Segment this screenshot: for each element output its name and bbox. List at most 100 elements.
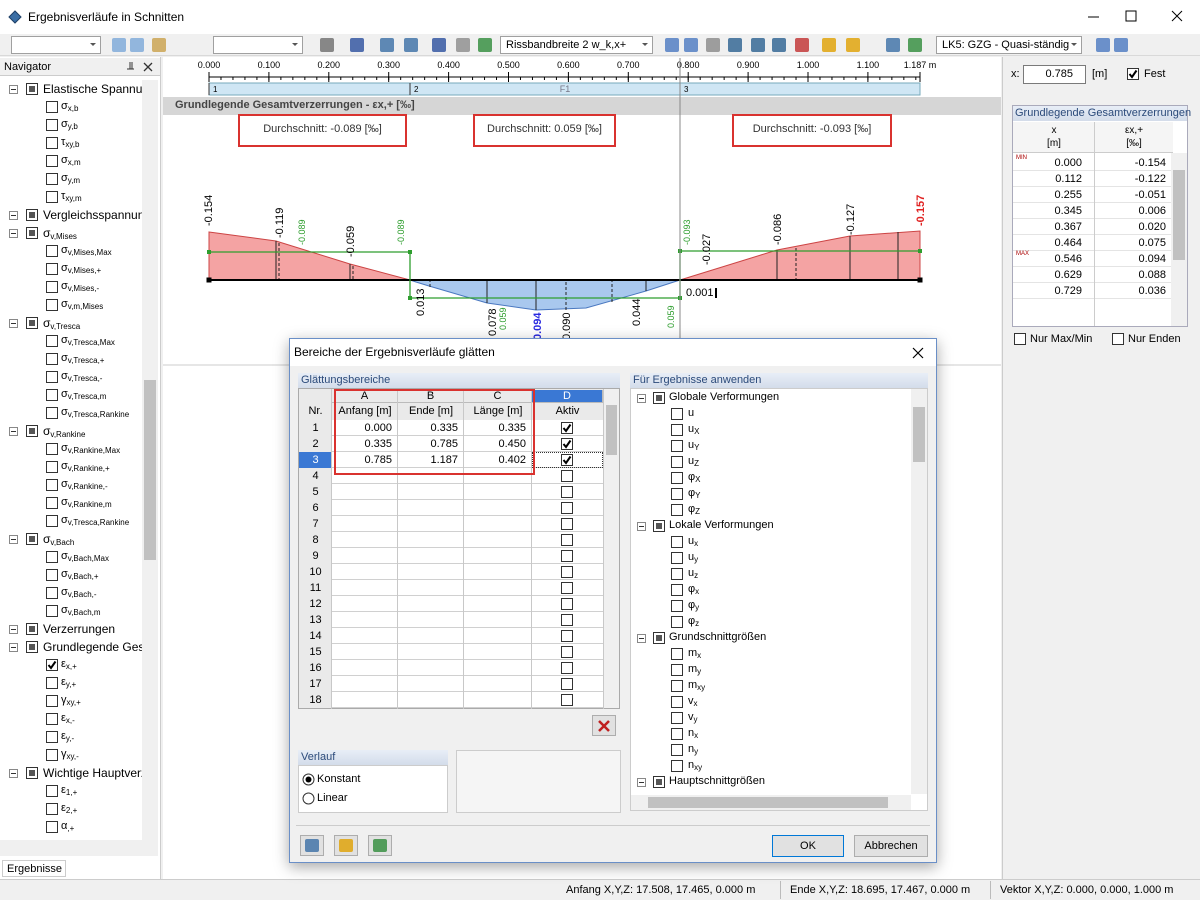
cell[interactable]: 0.785 xyxy=(430,438,458,450)
subscript: v,Rankine,+ xyxy=(67,464,110,473)
checkbox[interactable] xyxy=(46,569,58,581)
checkbox[interactable] xyxy=(671,424,683,436)
checkbox[interactable] xyxy=(46,281,58,293)
checkbox[interactable] xyxy=(46,173,58,185)
x-input[interactable]: 0.785 xyxy=(1023,65,1086,84)
ok-button[interactable]: OK xyxy=(772,835,844,857)
row-line xyxy=(1013,202,1171,203)
checkbox[interactable] xyxy=(671,616,683,628)
dropdown[interactable]: LK5: GZG - Quasi-ständig xyxy=(936,36,1082,54)
checkbox[interactable] xyxy=(671,552,683,564)
checkbox[interactable] xyxy=(561,518,573,530)
checkbox[interactable] xyxy=(671,440,683,452)
checkbox[interactable] xyxy=(46,785,58,797)
checkbox[interactable] xyxy=(46,263,58,275)
checkbox[interactable] xyxy=(671,712,683,724)
checkbox[interactable] xyxy=(1014,333,1026,345)
checkbox[interactable] xyxy=(46,515,58,527)
checkbox[interactable] xyxy=(561,582,573,594)
checkbox[interactable] xyxy=(46,371,58,383)
checkbox[interactable] xyxy=(46,443,58,455)
checkbox[interactable] xyxy=(46,155,58,167)
checkbox[interactable] xyxy=(671,568,683,580)
checkbox[interactable] xyxy=(671,664,683,676)
checkbox[interactable] xyxy=(671,408,683,420)
cell[interactable]: 0.335 xyxy=(498,422,526,434)
checkbox[interactable] xyxy=(46,803,58,815)
checkbox[interactable] xyxy=(671,536,683,548)
checkbox[interactable] xyxy=(46,299,58,311)
cell[interactable]: 0.402 xyxy=(498,454,526,466)
checkbox[interactable] xyxy=(561,662,573,674)
checkbox[interactable] xyxy=(561,694,573,706)
checkbox[interactable] xyxy=(46,137,58,149)
checkbox[interactable] xyxy=(46,191,58,203)
checkbox[interactable] xyxy=(46,713,58,725)
col-divider xyxy=(531,389,532,709)
checkbox[interactable] xyxy=(671,456,683,468)
checkbox[interactable] xyxy=(671,584,683,596)
checkbox[interactable] xyxy=(46,353,58,365)
label: σv,Tresca,Rankine xyxy=(61,514,129,527)
partial-check xyxy=(29,86,35,92)
dropdown[interactable] xyxy=(11,36,101,54)
checkbox[interactable] xyxy=(561,646,573,658)
checkbox[interactable] xyxy=(671,680,683,692)
checkbox[interactable] xyxy=(46,461,58,473)
checkbox[interactable] xyxy=(561,630,573,642)
checkbox[interactable] xyxy=(671,504,683,516)
checkbox[interactable] xyxy=(561,550,573,562)
radio-label[interactable]: Konstant xyxy=(317,773,361,785)
dropdown-arrow xyxy=(292,43,298,46)
checkbox[interactable] xyxy=(46,677,58,689)
checkbox[interactable] xyxy=(671,696,683,708)
checkbox[interactable] xyxy=(46,731,58,743)
value-label: -0.093 xyxy=(682,219,692,245)
checkbox[interactable] xyxy=(561,502,573,514)
checkbox[interactable] xyxy=(671,728,683,740)
radio-label[interactable]: Linear xyxy=(317,792,348,804)
checkbox[interactable] xyxy=(1112,333,1124,345)
checkbox[interactable] xyxy=(46,245,58,257)
ruler-tick-label: 0.400 xyxy=(437,60,460,70)
checkbox[interactable] xyxy=(46,335,58,347)
checkbox[interactable] xyxy=(561,534,573,546)
checkbox[interactable] xyxy=(46,101,58,113)
checkbox[interactable] xyxy=(46,119,58,131)
checkbox[interactable] xyxy=(46,551,58,563)
checkbox[interactable] xyxy=(46,821,58,833)
dropdown[interactable]: Rissbandbreite 2 w_k,x+ xyxy=(500,36,653,54)
checkbox[interactable] xyxy=(561,678,573,690)
cell[interactable]: 0.335 xyxy=(430,422,458,434)
cell-x: 0.464 xyxy=(1054,237,1082,249)
checkbox[interactable] xyxy=(46,479,58,491)
checkbox[interactable] xyxy=(561,486,573,498)
checkbox[interactable] xyxy=(561,566,573,578)
checkbox[interactable] xyxy=(671,648,683,660)
checkbox[interactable] xyxy=(671,760,683,772)
cell[interactable]: 0.785 xyxy=(364,454,392,466)
checkbox[interactable] xyxy=(46,407,58,419)
checkbox[interactable] xyxy=(671,488,683,500)
checkbox[interactable] xyxy=(46,605,58,617)
checkbox[interactable] xyxy=(561,470,573,482)
checkbox[interactable] xyxy=(46,749,58,761)
checkbox[interactable] xyxy=(561,614,573,626)
checkbox[interactable] xyxy=(671,600,683,612)
cell[interactable]: 1.187 xyxy=(430,454,458,466)
toolbar-icon xyxy=(478,38,492,52)
checkbox[interactable] xyxy=(46,389,58,401)
cell[interactable]: 0.450 xyxy=(498,438,526,450)
checkbox[interactable] xyxy=(46,497,58,509)
cell[interactable]: 0.335 xyxy=(364,438,392,450)
cell-x: 0.255 xyxy=(1054,189,1082,201)
checkbox[interactable] xyxy=(46,695,58,707)
checkbox[interactable] xyxy=(671,472,683,484)
dropdown[interactable] xyxy=(213,36,303,54)
navigator-tab[interactable]: Ergebnisse xyxy=(2,860,66,877)
checkbox[interactable] xyxy=(46,587,58,599)
checkbox[interactable] xyxy=(561,598,573,610)
checkbox[interactable] xyxy=(671,744,683,756)
cancel-button[interactable]: Abbrechen xyxy=(854,835,928,857)
cell[interactable]: 0.000 xyxy=(364,422,392,434)
